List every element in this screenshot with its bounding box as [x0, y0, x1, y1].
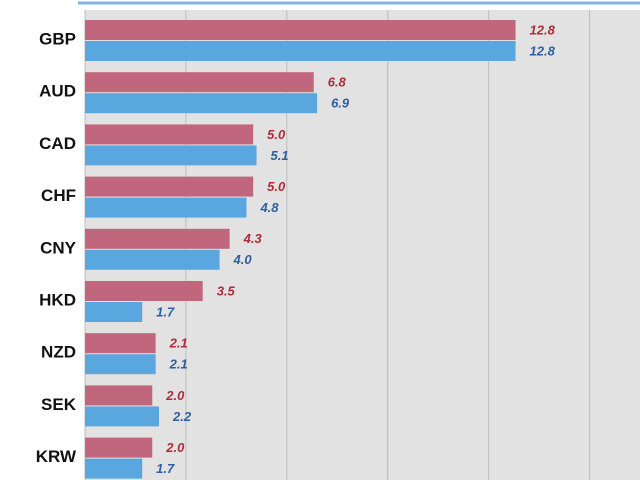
- category-label: HKD: [39, 290, 76, 309]
- bar: [85, 124, 254, 145]
- category-label: CHF: [41, 186, 76, 205]
- value-label: 1.7: [156, 461, 175, 476]
- bar: [85, 437, 153, 458]
- bar: [85, 406, 159, 427]
- bar: [85, 458, 143, 479]
- value-label: 12.8: [530, 22, 556, 37]
- value-label: 2.2: [172, 409, 192, 424]
- bar: [85, 72, 314, 93]
- value-label: 4.8: [259, 200, 279, 215]
- bar: [85, 333, 156, 354]
- value-label: 5.0: [267, 127, 286, 142]
- value-label: 2.0: [165, 440, 185, 455]
- bar: [85, 20, 516, 40]
- category-label: CNY: [40, 238, 77, 257]
- bar: [85, 302, 143, 322]
- category-label: GBP: [39, 29, 76, 48]
- value-label: 2.1: [169, 357, 188, 372]
- bar: [85, 176, 254, 197]
- category-label: SEK: [41, 395, 77, 414]
- value-label: 4.3: [243, 231, 263, 246]
- value-label: 12.8: [530, 43, 556, 58]
- bar: [85, 41, 516, 61]
- bar: [85, 228, 230, 249]
- value-label: 4.0: [233, 252, 253, 267]
- category-label: NZD: [41, 343, 76, 362]
- value-label: 6.9: [331, 96, 350, 111]
- value-label: 2.1: [169, 336, 188, 351]
- category-label: CAD: [39, 134, 76, 153]
- bar: [85, 197, 247, 218]
- category-label: AUD: [39, 82, 76, 101]
- value-label: 1.7: [156, 304, 175, 319]
- bar: [85, 249, 220, 270]
- bar: [85, 385, 153, 406]
- value-label: 2.0: [165, 388, 185, 403]
- value-label: 5.0: [267, 179, 286, 194]
- value-label: 6.8: [328, 75, 347, 90]
- value-label: 3.5: [217, 283, 236, 298]
- category-label: KRW: [36, 447, 77, 466]
- bar: [85, 145, 257, 166]
- value-label: 5.1: [271, 148, 289, 163]
- bar: [85, 354, 156, 375]
- bar: [85, 93, 318, 114]
- bar: [85, 281, 203, 301]
